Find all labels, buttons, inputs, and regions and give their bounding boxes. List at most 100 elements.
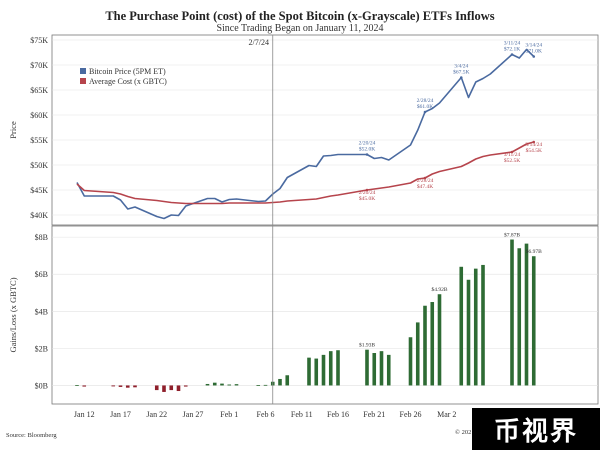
watermark-text: 币视界 — [493, 416, 578, 447]
chart-title: The Purchase Point (cost) of the Spot Bi… — [105, 9, 494, 23]
gain-loss-bar — [169, 385, 174, 391]
top-y-tick-label: $50K — [30, 161, 48, 170]
annotation-label: $67.5K — [453, 69, 469, 76]
top-y-tick-label: $65K — [30, 86, 48, 95]
gain-loss-bar — [314, 358, 319, 386]
gain-loss-bar — [365, 349, 369, 386]
top-plot-frame — [51, 34, 599, 226]
gain-loss-bar — [212, 382, 217, 386]
bottom-gridlines: $0B $2B $4B $6B $8B Jan 12 Jan 17 Jan 22 Jan 27 F… — [35, 233, 598, 419]
gain-loss-bar — [256, 385, 261, 386]
x-tick-label: Mar 2 — [437, 410, 456, 419]
annotation-label: 3/4/24 — [454, 64, 468, 70]
legend-swatch-cost — [80, 78, 86, 84]
gain-loss-bar — [234, 384, 239, 386]
gain-loss-bar — [473, 268, 478, 386]
annotation-label: 2/20/24 — [359, 190, 376, 196]
bar-series: $1.93B $4.92B $7.87B $6.97B — [75, 232, 542, 392]
x-tick-label: Feb 21 — [363, 410, 385, 419]
annotation-point — [365, 153, 369, 156]
annotation-point — [510, 53, 514, 56]
annotation-point — [510, 150, 514, 154]
top-y-tick-label: $45K — [30, 186, 48, 195]
bottom-y-tick-label: $0B — [35, 381, 48, 390]
annotation-point — [532, 140, 536, 144]
gain-loss-bar — [517, 248, 522, 386]
legend-label-cost: Average Cost (x GBTC) — [89, 77, 167, 86]
line-series — [76, 48, 535, 220]
gain-loss-bar — [459, 266, 464, 386]
gain-loss-bar — [328, 351, 333, 386]
gain-loss-bar — [437, 294, 442, 386]
bottom-y-tick-label: $2B — [35, 344, 48, 353]
vertical-marker-label: 2/7/24 — [249, 38, 269, 47]
x-tick-label: Feb 11 — [291, 410, 313, 419]
gain-loss-bar — [176, 385, 181, 392]
gain-loss-bar — [531, 256, 536, 386]
gain-loss-bar — [154, 385, 159, 391]
annotation-point — [365, 188, 369, 192]
legend: Bitcoin Price (5PM ET) Average Cost (x G… — [80, 67, 167, 86]
x-tick-label: Feb 1 — [220, 410, 238, 419]
x-tick-label: Jan 27 — [183, 410, 204, 419]
gain-loss-bar — [430, 302, 435, 386]
annotation-point — [532, 55, 536, 58]
annotation-label: $71.0K — [526, 48, 542, 55]
gain-loss-bar — [285, 375, 290, 386]
annotation-label: 2/28/24 — [417, 178, 434, 184]
annotation-label: 3/11/24 — [504, 41, 521, 47]
gain-loss-bar — [125, 385, 130, 388]
legend-swatch-btc — [80, 68, 86, 74]
gain-loss-bar — [415, 322, 420, 386]
top-gridlines: $40K $45K $50K $55K $60K $65K $70K $75K — [30, 36, 598, 220]
bar-value-label: $4.92B — [431, 286, 447, 293]
annotation-label: $47.4K — [417, 183, 433, 190]
bar-value-label: $6.97B — [526, 248, 542, 255]
chart-subtitle: Since Trading Began on January 11, 2024 — [216, 23, 383, 34]
gain-loss-bar — [82, 385, 87, 387]
gain-loss-bar — [386, 354, 391, 386]
gain-loss-bar — [75, 385, 79, 386]
gain-loss-bar — [205, 383, 210, 386]
bar-value-label: $7.87B — [504, 232, 520, 239]
gain-loss-bar — [133, 385, 137, 388]
x-tick-label: Feb 16 — [327, 410, 349, 419]
gain-loss-bar — [278, 378, 282, 386]
series-line-btc — [76, 48, 535, 220]
bottom-y-axis-label: Gains/Loss (x GBTC) — [8, 277, 18, 352]
top-y-tick-label: $60K — [30, 111, 48, 120]
bottom-y-tick-label: $6B — [35, 270, 48, 279]
copyright-note: © 202 — [455, 429, 471, 436]
annotation-label: 2/28/24 — [417, 98, 434, 104]
top-y-tick-label: $55K — [30, 136, 48, 145]
gain-loss-bar — [227, 384, 232, 386]
annotation-label: 2/20/24 — [359, 141, 376, 147]
annotation-point — [423, 176, 427, 180]
series-line-cost — [76, 141, 535, 205]
annotation-label: $45.0K — [359, 195, 375, 202]
gain-loss-bar — [524, 243, 529, 386]
top-y-tick-label: $75K — [30, 36, 48, 45]
gain-loss-bar — [111, 385, 116, 387]
x-tick-label: Feb 26 — [400, 410, 422, 419]
gain-loss-bar — [220, 383, 224, 386]
gain-loss-bar — [466, 279, 471, 386]
annotation-label: $61.0K — [417, 103, 433, 110]
gain-loss-bar — [183, 385, 188, 387]
gain-loss-bar — [307, 357, 311, 386]
annotation-point — [459, 76, 463, 79]
top-y-tick-label: $40K — [30, 211, 48, 220]
annotation-label: $54.5K — [526, 147, 542, 154]
top-y-tick-label: $70K — [30, 61, 48, 70]
gain-loss-bar — [481, 264, 485, 386]
annotation-label: 3/14/24 — [525, 43, 542, 49]
bottom-y-tick-label: $4B — [35, 307, 48, 316]
bottom-y-tick-label: $8B — [35, 233, 48, 242]
annotation-label: $52.5K — [504, 157, 520, 164]
gain-loss-bar — [423, 305, 427, 386]
x-tick-label: Jan 22 — [146, 410, 167, 419]
source-note: Source: Bloomberg — [6, 432, 57, 439]
bar-value-label: $1.93B — [359, 342, 375, 349]
gain-loss-bar — [321, 354, 326, 386]
annotation-label: $52.0K — [359, 146, 375, 153]
